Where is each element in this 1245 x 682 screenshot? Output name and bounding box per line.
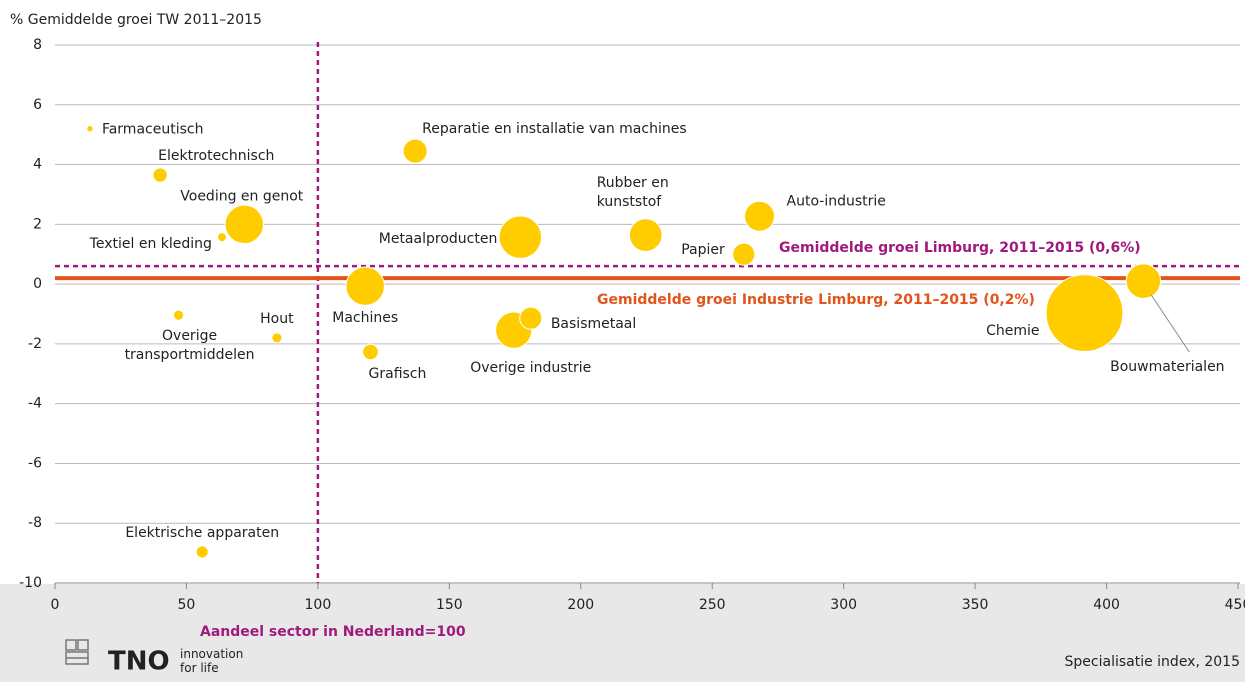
bubble-label: Overige transportmiddelen: [125, 328, 255, 363]
x-tick-label: 400: [1093, 597, 1120, 613]
bubble-label: Elektrotechnisch: [158, 148, 274, 164]
footer-band: [0, 584, 1245, 682]
bubble: [172, 309, 185, 321]
bubble-label: Grafisch: [369, 366, 427, 382]
bubble: [86, 124, 94, 133]
y-tick-label: 2: [33, 216, 42, 232]
bubble: [224, 204, 264, 245]
bubble: [519, 306, 543, 330]
x-tick-label: 300: [830, 597, 857, 613]
bubble: [498, 215, 543, 259]
reference-label: Gemiddelde groei Limburg, 2011–2015 (0,6…: [779, 240, 1141, 256]
tno-logo: TNO: [108, 647, 170, 677]
cbs-logo: [65, 639, 89, 665]
y-tick-label: -8: [28, 515, 42, 531]
bubble: [152, 167, 168, 183]
y-tick-label: -10: [19, 575, 42, 591]
bubble: [744, 200, 776, 232]
bubble-label: Farmaceutisch: [102, 122, 204, 138]
bubble-label: Papier: [681, 242, 725, 258]
y-tick-label: 0: [33, 276, 42, 292]
bubble-label: Hout: [260, 311, 294, 327]
y-tick-label: -6: [28, 455, 42, 471]
bubble: [345, 266, 385, 306]
bubble-label: Auto-industrie: [787, 193, 886, 209]
x-tick-label: 350: [962, 597, 989, 613]
bubble: [628, 218, 663, 252]
reference-label: Aandeel sector in Nederland=100: [200, 624, 466, 640]
bubble-label: Voeding en genot: [180, 188, 304, 204]
x-tick-label: 50: [178, 597, 196, 613]
y-tick-label: 8: [33, 37, 42, 53]
y-tick-label: -2: [28, 336, 42, 352]
x-tick-label: 0: [51, 597, 60, 613]
bubble: [402, 138, 428, 164]
bubble-label: Reparatie en installatie van machines: [422, 121, 686, 137]
x-axis-title: Specialisatie index, 2015: [1065, 654, 1240, 670]
bubble: [195, 545, 209, 559]
y-tick-label: 4: [33, 157, 42, 173]
bubble: [271, 332, 283, 344]
bubble-label: Machines: [332, 310, 398, 326]
x-tick-label: 150: [436, 597, 463, 613]
bubble-label: Chemie: [986, 323, 1039, 339]
leader-line: [1150, 294, 1190, 353]
bubble-label: Overige industrie: [470, 360, 591, 376]
y-axis-title: % Gemiddelde groei TW 2011–2015: [10, 12, 262, 28]
x-tick-label: 450: [1225, 597, 1245, 613]
bubble: [1125, 263, 1162, 299]
bubble-label: Rubber en kunststof: [597, 175, 669, 210]
tno-tagline: innovation for life: [180, 647, 243, 675]
bubble: [362, 343, 379, 361]
y-tick-label: 6: [33, 97, 42, 113]
y-tick-label: -4: [28, 396, 42, 412]
bubble-label: Basismetaal: [551, 316, 636, 332]
bubble: [732, 242, 756, 266]
bubble-label: Metaalproducten: [379, 231, 498, 247]
x-tick-label: 200: [567, 597, 594, 613]
bubble: [216, 232, 227, 243]
reference-label: Gemiddelde groei Industrie Limburg, 2011…: [597, 292, 1035, 308]
bubble-label: Elektrische apparaten: [125, 525, 279, 541]
x-tick-label: 100: [305, 597, 332, 613]
bubble: [1045, 274, 1124, 353]
bubble-label: Bouwmaterialen: [1110, 359, 1224, 375]
bubble-label: Textiel en kleding: [89, 236, 212, 252]
x-tick-label: 250: [699, 597, 726, 613]
